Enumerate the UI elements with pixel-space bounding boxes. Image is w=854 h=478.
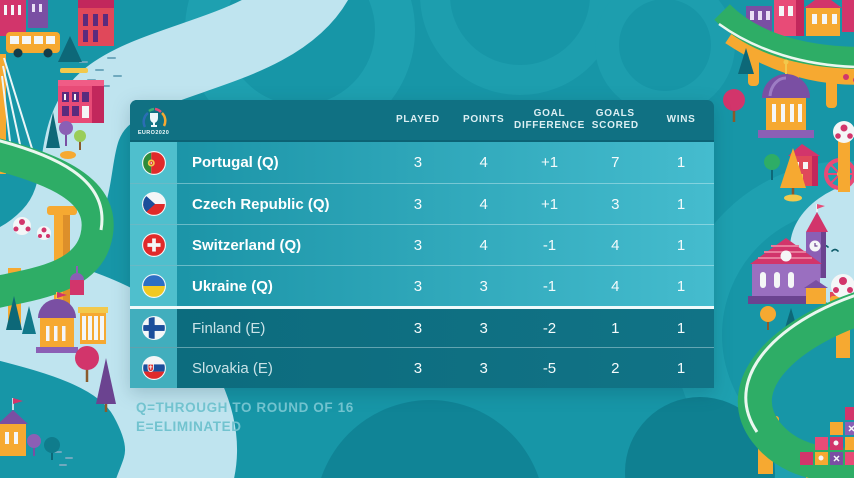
stat-wins: 1 <box>676 319 686 337</box>
team-flag-cell <box>130 184 177 224</box>
portugal-flag-icon <box>141 150 166 175</box>
czech-republic-flag-icon <box>141 192 166 216</box>
stat-points: 4 <box>479 154 488 171</box>
stat-wins: 1 <box>676 277 686 295</box>
table-row: Ukraine (Q) 3 3 -1 4 1 <box>130 265 714 306</box>
stat-goal-difference: +1 <box>540 154 559 171</box>
euro2020-logo-text: EURO2020 <box>137 129 170 136</box>
colorful-cubes <box>800 407 854 465</box>
legend-qualified: Q=THROUGH TO ROUND OF 16 <box>136 400 354 415</box>
stat-goals-scored: 4 <box>611 236 620 254</box>
table-row: Finland (E) 3 3 -2 1 1 <box>130 306 714 347</box>
stat-goals-scored: 7 <box>611 154 620 171</box>
trees-left <box>46 112 86 159</box>
stat-goal-difference: -1 <box>542 277 557 295</box>
stat-wins: 1 <box>676 236 686 254</box>
legend-eliminated: E=ELIMINATED <box>136 418 242 434</box>
city-block-top-right <box>746 0 854 36</box>
table-row: Portugal (Q) 3 4 +1 7 1 <box>130 142 714 183</box>
header-team-column <box>177 100 385 140</box>
stat-played: 3 <box>413 195 423 213</box>
stat-points: 4 <box>479 195 488 213</box>
header-goal-difference: GOAL DIFFERENCE <box>514 108 585 131</box>
pink-building <box>58 80 104 123</box>
legend: Q=THROUGH TO ROUND OF 16 E=ELIMINATED <box>136 399 354 437</box>
dome-building-left <box>6 266 108 353</box>
team-flag-cell <box>130 225 177 265</box>
dome-building-right <box>723 48 814 138</box>
team-name: Portugal (Q) <box>192 154 279 171</box>
table-header-row: EURO2020 PLAYED POINTS GOAL DIFFERENCE GOALS… <box>130 100 714 142</box>
euro2020-trophy-icon <box>141 107 167 128</box>
right-viaduct <box>714 3 854 108</box>
house-bottom-left <box>0 398 60 460</box>
header-wins: WINS <box>666 114 696 125</box>
team-flag-cell <box>130 348 177 388</box>
stat-played: 3 <box>413 319 423 337</box>
header-points: POINTS <box>462 114 505 125</box>
trees-lower-left <box>75 346 116 412</box>
team-flag-cell <box>130 309 177 347</box>
stat-goals-scored: 3 <box>611 195 620 213</box>
team-name: Czech Republic (Q) <box>192 195 330 213</box>
slovakia-flag-icon <box>141 356 166 380</box>
table-row: Switzerland (Q) 3 4 -1 4 1 <box>130 224 714 265</box>
ukraine-flag-icon <box>141 274 166 298</box>
header-played: PLAYED <box>395 114 440 125</box>
switzerland-flag-icon <box>141 233 166 257</box>
football-icon <box>37 226 51 240</box>
stat-points: 4 <box>479 236 488 254</box>
euro2020-logo: EURO2020 <box>130 100 177 140</box>
team-name: Ukraine (Q) <box>192 277 273 295</box>
stat-played: 3 <box>413 359 423 377</box>
stat-wins: 1 <box>676 359 686 377</box>
table-row: Czech Republic (Q) 3 4 +1 3 1 <box>130 183 714 224</box>
stat-goals-scored: 1 <box>611 319 620 337</box>
stat-goals-scored: 2 <box>611 359 620 377</box>
stat-played: 3 <box>413 154 423 171</box>
stat-played: 3 <box>413 277 423 295</box>
standings-table-body: Portugal (Q) 3 4 +1 7 1 Czech Republic (Q) 3 4 +1… <box>130 142 714 388</box>
stat-goal-difference: -1 <box>542 236 557 254</box>
stat-goal-difference: -2 <box>542 319 557 337</box>
bus-icon <box>6 32 60 58</box>
finland-flag-icon <box>141 316 166 340</box>
stat-goal-difference: +1 <box>540 195 559 213</box>
team-flag-cell <box>130 266 177 306</box>
stat-wins: 1 <box>676 154 686 171</box>
stat-points: 3 <box>479 319 488 337</box>
header-goals-scored: GOALS SCORED <box>591 108 639 131</box>
city-block-top-left <box>0 0 114 73</box>
stat-goals-scored: 4 <box>611 277 620 295</box>
team-name: Switzerland (Q) <box>192 236 302 254</box>
stat-goal-difference: -5 <box>542 359 557 377</box>
stat-points: 3 <box>479 359 488 377</box>
stat-wins: 1 <box>676 195 686 213</box>
team-name: Finland (E) <box>192 319 266 337</box>
stat-played: 3 <box>413 236 423 254</box>
team-name: Slovakia (E) <box>192 359 273 377</box>
table-row: Slovakia (E) 3 3 -5 2 1 <box>130 347 714 388</box>
football-icon <box>13 217 31 235</box>
team-flag-cell <box>130 142 177 183</box>
stat-points: 3 <box>479 277 488 295</box>
standings-table: EURO2020 PLAYED POINTS GOAL DIFFERENCE GOALS… <box>130 100 714 388</box>
